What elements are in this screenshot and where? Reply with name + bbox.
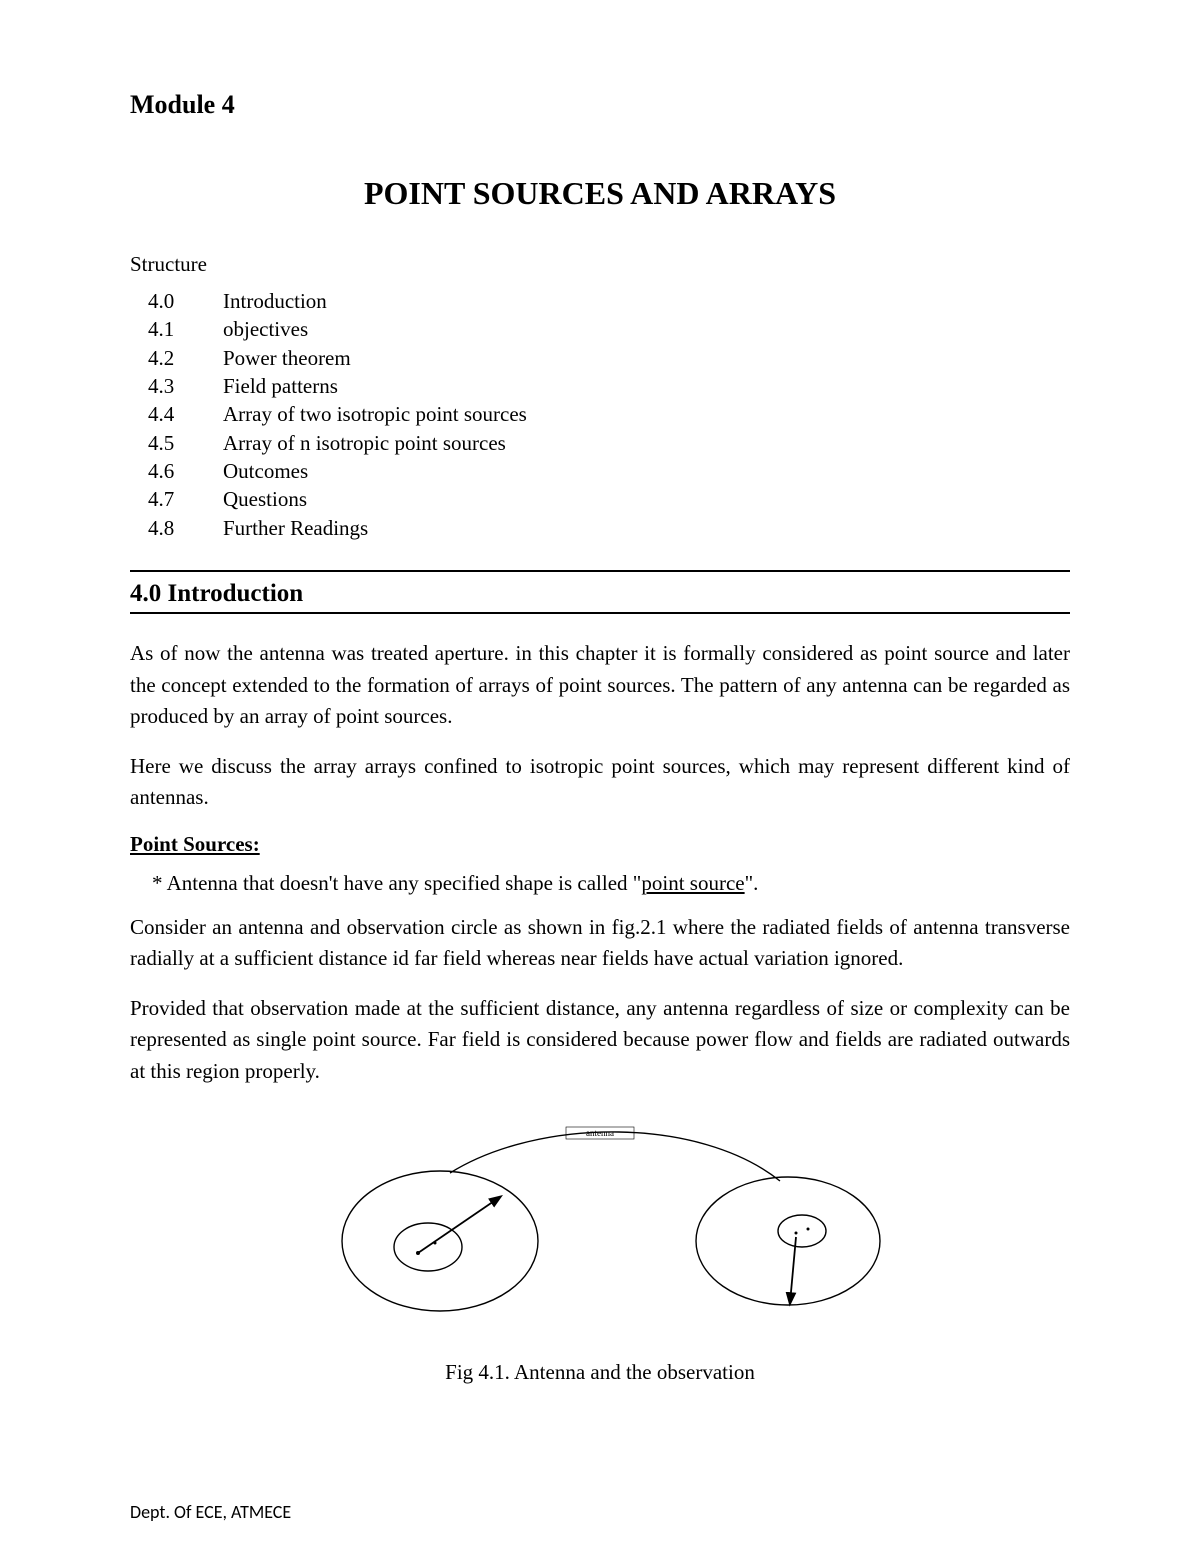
figure-caption: Fig 4.1. Antenna and the observation [130, 1360, 1070, 1385]
figure-wrap: antenna Fig 4.1. Antenna and the observa… [130, 1123, 1070, 1385]
bullet-point-source: * Antenna that doesn't have any specifie… [152, 871, 1070, 896]
paragraph-intro-2: Here we discuss the array arrays confine… [130, 751, 1070, 814]
divider-top [130, 570, 1070, 572]
footer: Dept. Of ECE, ATMECE [130, 1501, 291, 1523]
toc-number: 4.8 [148, 514, 223, 542]
toc-label: Further Readings [223, 514, 368, 542]
main-title: POINT SOURCES AND ARRAYS [130, 175, 1070, 212]
bullet-text-prefix: * Antenna that doesn't have any specifie… [152, 871, 641, 895]
toc-number: 4.5 [148, 429, 223, 457]
toc-number: 4.2 [148, 344, 223, 372]
toc-label: objectives [223, 315, 308, 343]
structure-heading: Structure [130, 252, 1070, 277]
toc-label: Array of n isotropic point sources [223, 429, 506, 457]
page: Module 4 POINT SOURCES AND ARRAYS Struct… [0, 0, 1200, 1553]
toc-number: 4.3 [148, 372, 223, 400]
section-title: 4.0 Introduction [130, 580, 1070, 614]
subheading-point-sources: Point Sources: [130, 832, 1070, 857]
toc-label: Array of two isotropic point sources [223, 400, 527, 428]
toc-label: Field patterns [223, 372, 338, 400]
module-label: Module 4 [130, 90, 1070, 120]
toc-label: Outcomes [223, 457, 308, 485]
paragraph-intro-1: As of now the antenna was treated apertu… [130, 638, 1070, 733]
toc-row: 4.3Field patterns [148, 372, 1070, 400]
toc-row: 4.2Power theorem [148, 344, 1070, 372]
toc-row: 4.7Questions [148, 485, 1070, 513]
figure-diagram: antenna [280, 1123, 920, 1323]
toc-row: 4.8Further Readings [148, 514, 1070, 542]
bullet-text-suffix: ". [745, 871, 759, 895]
paragraph-intro-3: Consider an antenna and observation circ… [130, 912, 1070, 975]
toc-row: 4.5Array of n isotropic point sources [148, 429, 1070, 457]
toc-label: Questions [223, 485, 307, 513]
bullet-text-underlined: point source [641, 871, 744, 895]
toc-number: 4.6 [148, 457, 223, 485]
toc-number: 4.0 [148, 287, 223, 315]
paragraph-intro-4: Provided that observation made at the su… [130, 993, 1070, 1088]
toc-number: 4.7 [148, 485, 223, 513]
toc-row: 4.0Introduction [148, 287, 1070, 315]
toc-number: 4.4 [148, 400, 223, 428]
toc-label: Power theorem [223, 344, 351, 372]
toc-number: 4.1 [148, 315, 223, 343]
toc-row: 4.4Array of two isotropic point sources [148, 400, 1070, 428]
table-of-contents: 4.0Introduction4.1objectives4.2Power the… [148, 287, 1070, 542]
toc-row: 4.6Outcomes [148, 457, 1070, 485]
toc-row: 4.1objectives [148, 315, 1070, 343]
toc-label: Introduction [223, 287, 327, 315]
